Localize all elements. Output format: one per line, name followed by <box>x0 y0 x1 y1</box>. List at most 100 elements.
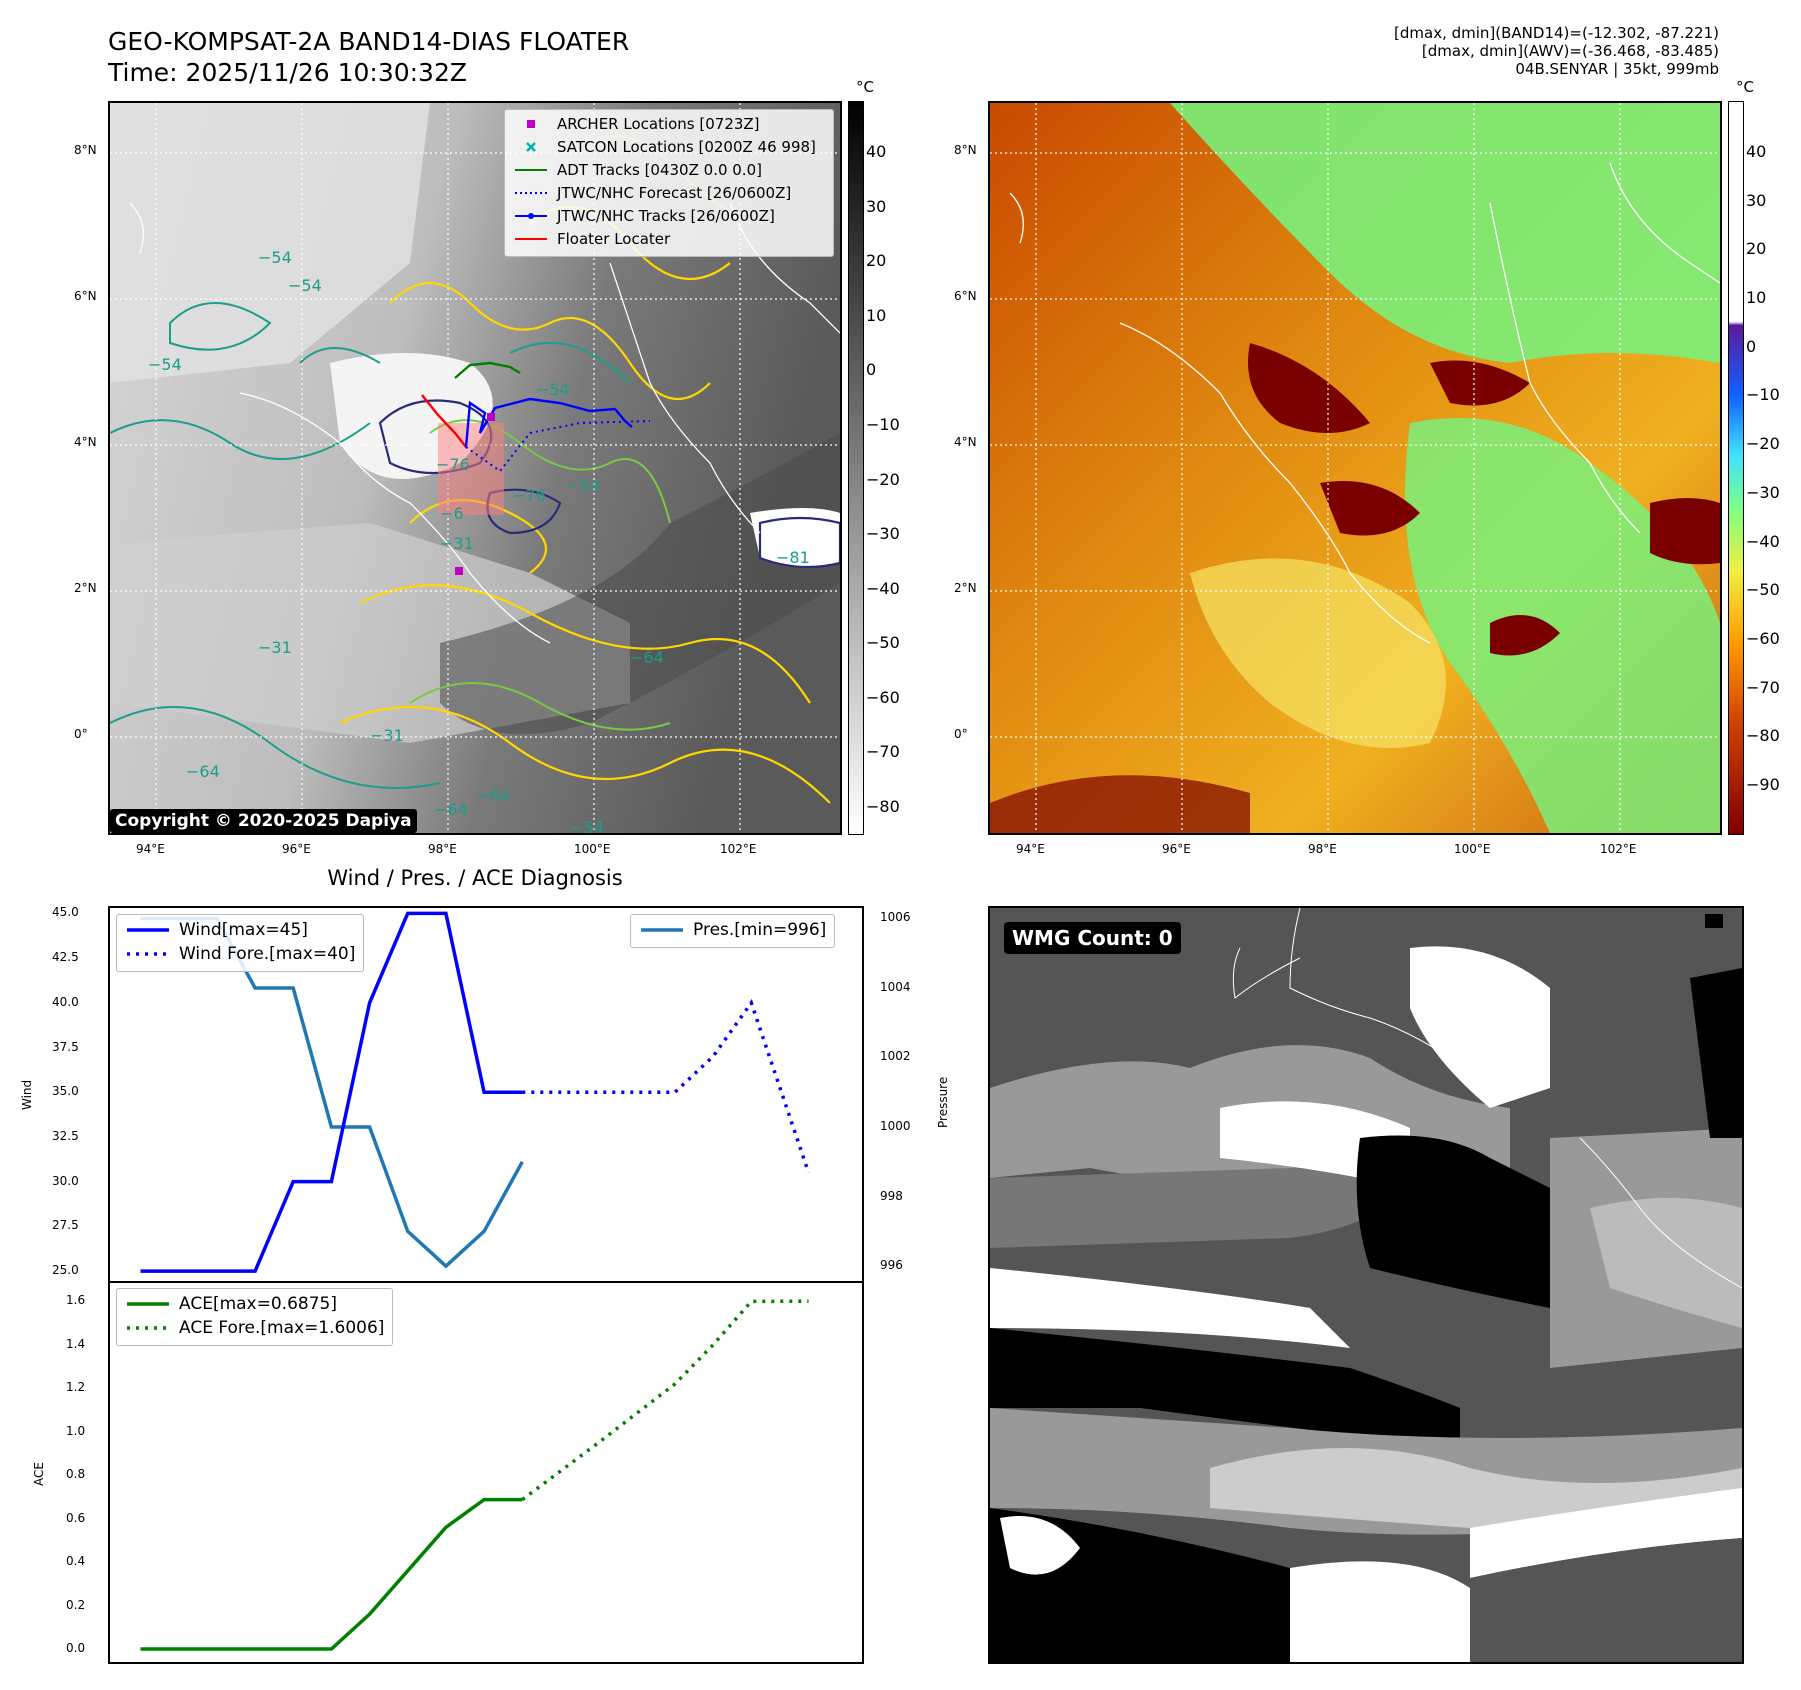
lat-label: 6°N <box>74 289 97 303</box>
ace-tick: 1.0 <box>66 1423 86 1438</box>
contour-label: −31 <box>370 726 404 745</box>
wind-axis-label: Wind <box>20 1079 34 1110</box>
ir-legend: ARCHER Locations [0723Z] SATCON Locations… <box>504 109 834 257</box>
info-line-2: [dmax, dmin](AWV)=(-36.468, -83.485) <box>1421 42 1719 60</box>
pressure-tick: 1002 <box>880 1049 911 1064</box>
contour-label: −54 <box>570 818 604 837</box>
archer-marker-2 <box>455 567 463 575</box>
legend-entry: ADT Tracks [0430Z 0.0 0.0] <box>513 160 829 180</box>
ace-legend: ACE[max=0.6875] ACE Fore.[max=1.6006] <box>116 1288 394 1346</box>
wv-colorbar-tick: −10 <box>1746 385 1780 405</box>
legend-label: ADT Tracks [0430Z 0.0 0.0] <box>557 161 762 179</box>
pressure-tick: 996 <box>880 1258 903 1273</box>
legend-swatch <box>127 951 169 956</box>
contour-label: −76 <box>512 486 546 505</box>
diagnosis-panel <box>108 906 864 1664</box>
legend-entry: ACE[max=0.6875] <box>125 1293 384 1317</box>
ace-tick: 1.6 <box>66 1293 86 1308</box>
lat-label: 6°N <box>954 289 977 303</box>
legend-label: SATCON Locations [0200Z 46 998] <box>557 138 816 156</box>
legend-swatch <box>515 238 547 240</box>
series-line-wind-max-45- <box>140 911 523 1273</box>
legend-label: Wind[max=45] <box>179 919 308 940</box>
ace-tick: 0.2 <box>66 1597 86 1612</box>
legend-label: ACE[max=0.6875] <box>179 1293 337 1314</box>
wv-colorbar-tick: −60 <box>1746 628 1780 648</box>
info-line-1: [dmax, dmin](BAND14)=(-12.302, -87.221) <box>1394 24 1719 42</box>
legend-entry: Wind[max=45] <box>125 919 355 943</box>
ir-colorbar-tick: −10 <box>866 414 900 434</box>
series-line-wind-fore-max-40- <box>522 998 811 1174</box>
legend-entry: ARCHER Locations [0723Z] <box>513 114 829 134</box>
wind-tick: 40.0 <box>52 994 79 1009</box>
lon-label: 94°E <box>136 842 165 856</box>
ir-colorbar-tick: 30 <box>866 196 887 216</box>
diagnosis-plot <box>110 911 862 1651</box>
contour-label: −6 <box>440 504 464 523</box>
series-line-ace-fore-max-1-6006- <box>521 1299 809 1502</box>
ace-tick: 0.6 <box>66 1510 86 1525</box>
wind-legend: Wind[max=45] Wind Fore.[max=40] <box>116 914 365 972</box>
legend-label: ARCHER Locations [0723Z] <box>557 115 760 133</box>
legend-label: ACE Fore.[max=1.6006] <box>179 1317 385 1338</box>
legend-label: Pres.[min=996] <box>693 919 827 940</box>
lon-label: 100°E <box>1454 842 1491 856</box>
contour-label: −54 <box>148 355 182 374</box>
legend-swatch <box>127 927 169 932</box>
lat-label: 0° <box>74 727 88 741</box>
contour-label: −31 <box>440 534 474 553</box>
lat-label: 4°N <box>954 435 977 449</box>
ir-colorbar-tick: −30 <box>866 524 900 544</box>
legend-entry: JTWC/NHC Forecast [26/0600Z] <box>513 183 829 203</box>
legend-entry: Wind Fore.[max=40] <box>125 943 355 967</box>
wv-colorbar-tick: −90 <box>1746 775 1780 794</box>
ir-colorbar-tick: −70 <box>866 742 900 762</box>
storm-info: [dmax, dmin](BAND14)=(-12.302, -87.221) … <box>1394 24 1719 78</box>
ir-colorbar-tick: −80 <box>866 797 900 816</box>
contour-label: −54 <box>258 248 292 267</box>
ir-map-panel: ARCHER Locations [0723Z] SATCON Locations… <box>108 101 842 835</box>
wv-colorbar-tick: 20 <box>1746 239 1767 259</box>
contour-label: −81 <box>776 548 810 567</box>
wmg-count-label: WMG Count: 0 <box>1004 922 1181 954</box>
ir-colorbar-tick: 20 <box>866 251 887 271</box>
legend-swatch <box>515 169 547 171</box>
ir-colorbar-tick: −60 <box>866 687 900 707</box>
lon-label: 98°E <box>428 842 457 856</box>
wv-colorbar-tick: 30 <box>1746 190 1767 210</box>
legend-label: JTWC/NHC Forecast [26/0600Z] <box>557 184 792 202</box>
ir-colorbar-tick: 0 <box>866 360 877 380</box>
legend-swatch <box>515 213 547 219</box>
lat-label: 2°N <box>74 581 97 595</box>
contour-label: −64 <box>630 648 664 667</box>
floater-locater-track <box>421 394 467 448</box>
lon-label: 102°E <box>720 842 757 856</box>
lon-label: 102°E <box>1600 842 1637 856</box>
wv-colorbar-unit: °C <box>1736 78 1754 96</box>
legend-entry: SATCON Locations [0200Z 46 998] <box>513 137 829 157</box>
contour-label: −76 <box>436 455 470 474</box>
ir-colorbar-tick: −20 <box>866 469 900 489</box>
wmg-image <box>990 908 1742 1662</box>
wind-tick: 32.5 <box>52 1128 79 1143</box>
wind-tick: 35.0 <box>52 1084 79 1099</box>
contour-label: −64 <box>186 762 220 781</box>
ir-colorbar-tick: 40 <box>866 142 887 161</box>
wv-map-panel <box>988 101 1722 835</box>
contour-label: −54 <box>536 380 570 399</box>
legend-swatch <box>527 120 535 128</box>
wv-colorbar-tick: −40 <box>1746 531 1780 551</box>
legend-entry: Pres.[min=996] <box>639 919 826 943</box>
ir-colorbar-tick: −40 <box>866 578 900 598</box>
contour-label: −54 <box>288 276 322 295</box>
pressure-axis-label: Pressure <box>936 1076 950 1128</box>
ir-colorbar-tick: 10 <box>866 305 887 325</box>
diagnosis-title: Wind / Pres. / ACE Diagnosis <box>327 866 623 890</box>
contour-label: −31 <box>258 638 292 657</box>
legend-swatch <box>641 927 683 932</box>
wind-tick: 30.0 <box>52 1173 79 1188</box>
title-line-2: Time: 2025/11/26 10:30:32Z <box>108 58 467 87</box>
lat-label: 8°N <box>74 143 97 157</box>
title-line-1: GEO-KOMPSAT-2A BAND14-DIAS FLOATER <box>108 27 630 56</box>
legend-entry: ACE Fore.[max=1.6006] <box>125 1317 384 1341</box>
